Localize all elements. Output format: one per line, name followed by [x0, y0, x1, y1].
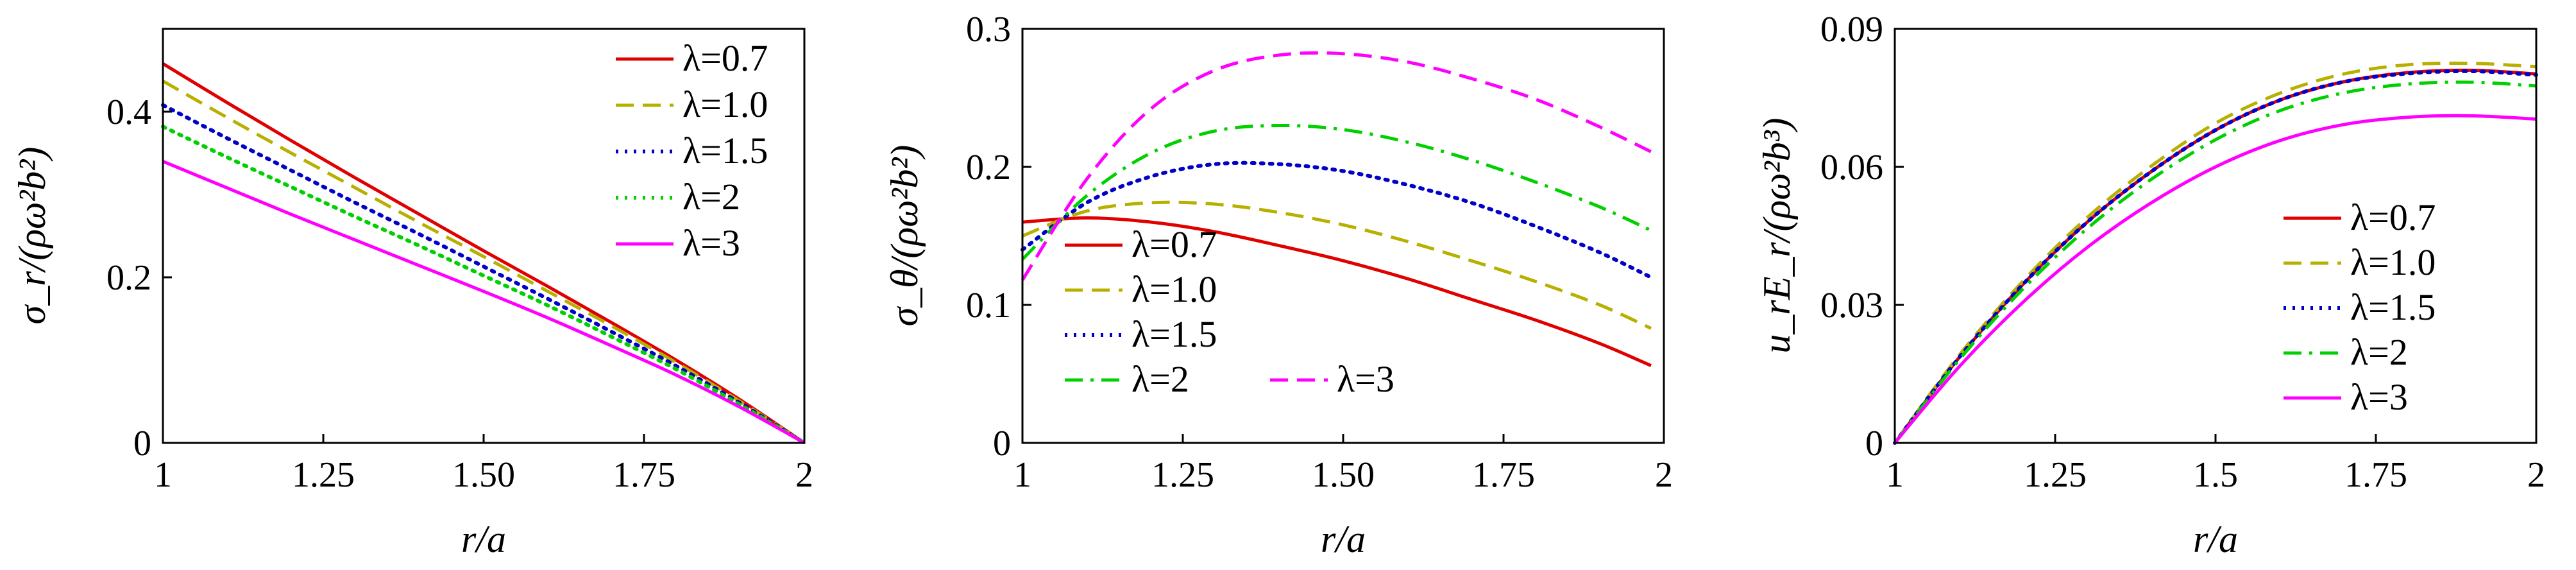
- legend-label: λ=1.5: [1131, 313, 1217, 355]
- y-axis-label: σ_r/(ρω²b²): [11, 147, 53, 325]
- legend-label: λ=0.7: [2350, 196, 2436, 238]
- plot-frame: [1894, 28, 2538, 444]
- x-tick-label: 1: [1013, 455, 1031, 495]
- x-tick-label: 1.25: [1151, 455, 1214, 495]
- x-tick-label: 2: [1655, 455, 1673, 495]
- legend-label: λ=0.7: [682, 37, 768, 79]
- legend-label: λ=2: [682, 176, 740, 218]
- x-tick-label: 1.75: [2344, 455, 2407, 495]
- series-line-4: [1894, 114, 2537, 444]
- legend-label: λ=1.0: [682, 83, 768, 125]
- y-tick-label: 0.03: [1820, 286, 1883, 325]
- y-tick-label: 0.2: [966, 148, 1011, 187]
- legend-label: λ=2: [1131, 358, 1189, 400]
- series-line-2: [1893, 69, 2538, 445]
- chart-panel-displacement: 1 1.25 1.5 1.75 2 0 0.03 0.06 0.09 r/a u_rE_r/(ρ…: [1756, 10, 2545, 560]
- series-line-1: [162, 80, 806, 445]
- x-axis-label: r/a: [461, 518, 506, 560]
- y-tick-label: 0.2: [106, 258, 151, 298]
- legend: λ=0.7λ=1.0 λ=1.5 λ=2λ=3: [616, 37, 768, 264]
- y-tick-label: 0.4: [106, 92, 151, 132]
- legend-label: λ=1.5: [2350, 286, 2436, 328]
- series-line-3: [161, 125, 806, 445]
- x-axis-label: r/a: [1321, 518, 1366, 560]
- x-tick-label: 1.75: [1472, 455, 1535, 495]
- y-axis-label: u_rE_r/(ρω²b³): [1756, 117, 1798, 353]
- x-tick-label: 2: [795, 455, 813, 495]
- legend-label: λ=1.0: [2350, 241, 2436, 283]
- legend-label: λ=1.5: [682, 130, 768, 171]
- legend-label: λ=1.0: [1131, 268, 1217, 310]
- x-tick-label: 1.25: [2024, 455, 2087, 495]
- series-line-4: [162, 160, 806, 445]
- x-tick-label: 1.25: [292, 455, 355, 495]
- x-axis-label: r/a: [2193, 518, 2238, 560]
- y-tick-label: 0: [133, 424, 151, 463]
- legend-label: λ=3: [2350, 376, 2408, 418]
- legend: λ=0.7λ=1.0λ=1.5λ=2λ=3: [2284, 196, 2436, 418]
- y-tick-label: 0.1: [966, 286, 1011, 325]
- x-tick-label: 1.50: [1312, 455, 1375, 495]
- chart-panel-sigma-theta: 1 1.25 1.50 1.75 2 0 0.1 0.2 0.3 r/a σ_θ/(ρω²b²)…: [883, 10, 1673, 560]
- y-tick-label: 0: [1865, 424, 1883, 463]
- y-tick-label: 0.09: [1820, 10, 1883, 49]
- legend-label: λ=0.7: [1131, 223, 1217, 265]
- series-line-1: [1893, 61, 2537, 444]
- y-tick-label: 0.3: [966, 10, 1011, 49]
- legend-label: λ=2: [2350, 331, 2408, 373]
- series-line-4: [1021, 51, 1652, 281]
- x-tick-label: 1: [1886, 455, 1904, 495]
- x-tick-label: 2: [2527, 455, 2545, 495]
- y-tick-label: 0: [993, 424, 1011, 463]
- x-tick-label: 1: [154, 455, 172, 495]
- series-line-2: [1021, 160, 1653, 279]
- y-axis-label: σ_θ/(ρω²b²): [883, 145, 926, 327]
- series-line-0: [1894, 68, 2537, 444]
- y-tick-label: 0.06: [1820, 148, 1883, 187]
- legend: λ=0.7λ=1.0λ=1.5λ=2 λ=3: [1065, 223, 1394, 400]
- legend-label: λ=3: [682, 222, 740, 264]
- x-tick-label: 1.50: [452, 455, 515, 495]
- x-tick-label: 1.75: [613, 455, 675, 495]
- series-line-1: [1022, 200, 1652, 330]
- series-line-3: [1021, 123, 1652, 261]
- series-line-0: [1022, 216, 1652, 367]
- series-line-0: [162, 62, 806, 445]
- series-line-2: [161, 103, 806, 445]
- x-tick-label: 1.5: [2193, 455, 2238, 495]
- legend-label: λ=3: [1337, 358, 1394, 400]
- series-line-3: [1894, 80, 2537, 444]
- chart-panel-sigma-r: 1 1.25 1.50 1.75 2 0 0.2 0.4 r/a σ_r/(ρω²b²) λ=…: [11, 28, 813, 560]
